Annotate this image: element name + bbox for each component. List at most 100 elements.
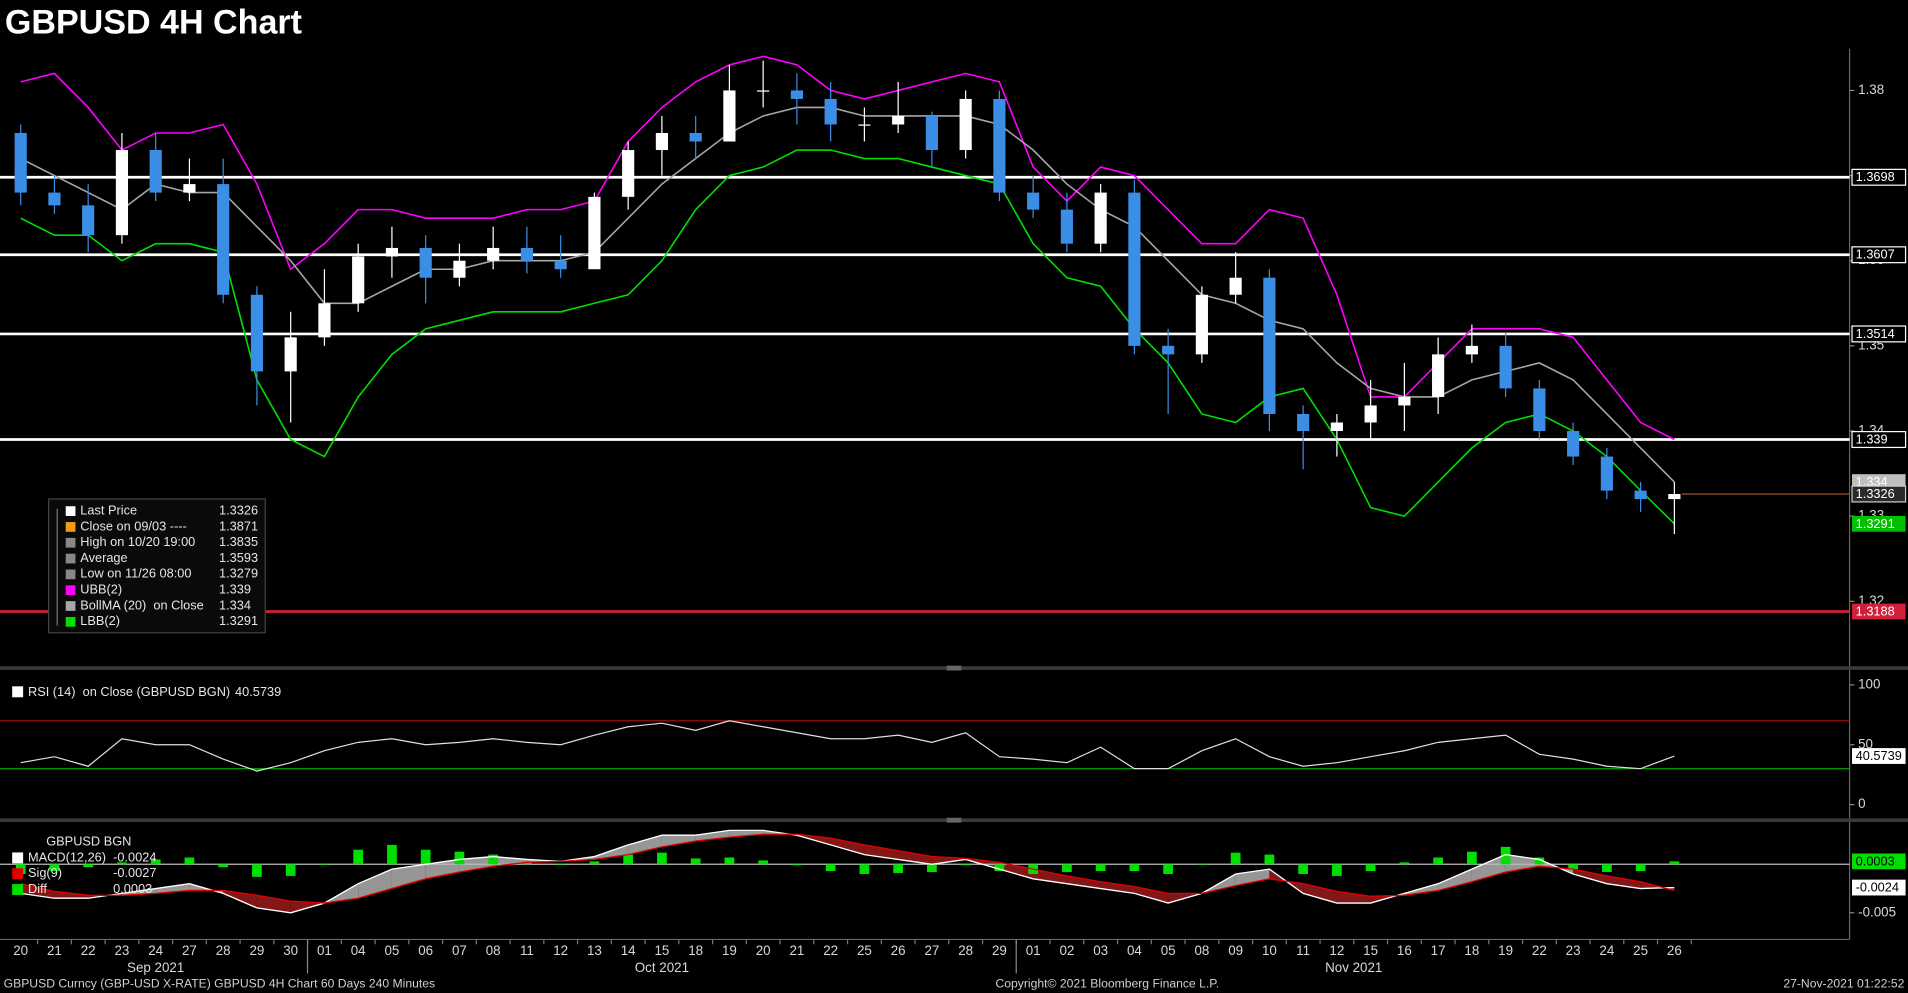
x-tick-label: 18 [688, 943, 703, 958]
x-tick-label: 19 [1498, 943, 1513, 958]
candle-body [318, 303, 331, 338]
candle-body [959, 98, 972, 151]
x-tick-label: 04 [351, 943, 366, 958]
candle-body [757, 90, 770, 92]
macd-fill [1066, 875, 1101, 889]
footer-left: GBPUSD Curncy (GBP-USD X-RATE) GBPUSD 4H… [4, 977, 435, 991]
x-tick-label: 06 [418, 943, 433, 958]
x-tick-label: 21 [789, 943, 804, 958]
candle-body [1027, 192, 1040, 210]
candle-body [1634, 490, 1647, 500]
legend-swatch [65, 585, 76, 596]
x-tick-label: 04 [1127, 943, 1142, 958]
legend-swatch [65, 569, 76, 580]
candle-body [14, 132, 27, 193]
legend-value: 1.3279 [219, 566, 258, 581]
legend-label: Last Price [80, 502, 137, 517]
diff-bar [49, 864, 60, 872]
x-tick-label: 14 [621, 943, 636, 958]
level-tag-box [1852, 603, 1906, 620]
macd-tag: 0.0003 [1856, 853, 1895, 868]
diff-bar [859, 864, 870, 874]
macd-fill [20, 883, 55, 899]
diff-bar [1230, 852, 1241, 865]
legend-value: 1.3291 [219, 613, 258, 628]
diff-bar [927, 864, 937, 873]
legend-label: Sig(9) [28, 865, 62, 880]
x-tick-label: 25 [857, 943, 872, 958]
level-tag-box [1851, 325, 1907, 343]
bollinger-line [20, 149, 1675, 525]
diff-bar [1332, 864, 1342, 876]
series-tag: 1.3291 [1856, 516, 1895, 531]
diff-bar [657, 852, 667, 865]
candle-body [1297, 413, 1310, 432]
diff-bar [387, 844, 397, 865]
x-tick-label: 23 [114, 943, 129, 958]
x-tick-label: 05 [384, 943, 399, 958]
x-tick-label: 22 [823, 943, 838, 958]
x-tick-label: 27 [182, 943, 197, 958]
x-tick-label: 08 [1194, 943, 1209, 958]
diff-bar [1568, 864, 1578, 870]
x-tick-label: 16 [1397, 943, 1412, 958]
y-tick-label: 1.38 [1858, 82, 1884, 97]
rsi-tag: 40.5739 [1856, 748, 1902, 763]
candle-body [1533, 388, 1546, 432]
candle-body [1162, 345, 1175, 355]
x-tick-label: 12 [1329, 943, 1344, 958]
macd-fill [391, 864, 426, 889]
y-tick-label: -0.005 [1858, 904, 1896, 919]
macd-fill [898, 850, 932, 865]
diff-bar [555, 864, 566, 865]
diff-bar [960, 864, 971, 866]
x-tick-label: 09 [1228, 943, 1243, 958]
legend-label: MACD(12,26) [28, 849, 106, 864]
x-tick-label: 18 [1464, 943, 1479, 958]
legend-value: 1.3871 [219, 518, 258, 533]
level-tag: 1.339 [1856, 432, 1888, 447]
x-tick-label: 26 [1667, 943, 1682, 958]
diff-bar [488, 854, 499, 865]
macd-fill [661, 835, 696, 847]
macd-tag: -0.0024 [1856, 880, 1899, 895]
month-label: Oct 2021 [635, 960, 689, 975]
x-tick-label: 07 [452, 943, 467, 958]
diff-bar [1669, 861, 1680, 865]
macd-fill [1573, 869, 1607, 884]
diff-bar [758, 860, 769, 865]
macd-fill [999, 862, 1034, 879]
diff-bar [117, 862, 127, 865]
x-tick-label: 20 [756, 943, 771, 958]
series-tag-box [1852, 515, 1906, 532]
footer-right: 27-Nov-2021 01:22:52 [1783, 977, 1904, 991]
macd-fill [1606, 875, 1641, 889]
x-tick-label: 12 [553, 943, 568, 958]
candle-body [858, 124, 871, 126]
x-tick-label: 11 [1296, 943, 1310, 958]
candle-body [1195, 294, 1208, 355]
x-tick-label: 24 [148, 943, 163, 958]
level-tag: 1.3698 [1856, 169, 1895, 184]
x-tick-label: 28 [216, 943, 231, 958]
x-tick-label: 29 [992, 943, 1007, 958]
rsi-tag-box [1852, 748, 1906, 764]
diff-bar [1467, 851, 1477, 865]
macd-fill [256, 895, 291, 913]
x-tick-label: 02 [1059, 943, 1074, 958]
diff-bar [1129, 864, 1140, 872]
diff-bar [825, 864, 836, 872]
diff-bar [1163, 864, 1174, 874]
level-tag: 1.3514 [1856, 326, 1895, 341]
x-tick-label: 22 [81, 943, 96, 958]
macd-fill [1438, 869, 1472, 891]
macd-fill [628, 835, 662, 855]
candle-body [1398, 396, 1411, 406]
legend-label: Close on 09/03 ---- [80, 518, 186, 533]
candle-body [993, 98, 1006, 193]
diff-bar [454, 851, 465, 865]
candle-body [1465, 345, 1478, 355]
legend-value: 1.339 [219, 582, 251, 597]
diff-bar [724, 857, 735, 865]
